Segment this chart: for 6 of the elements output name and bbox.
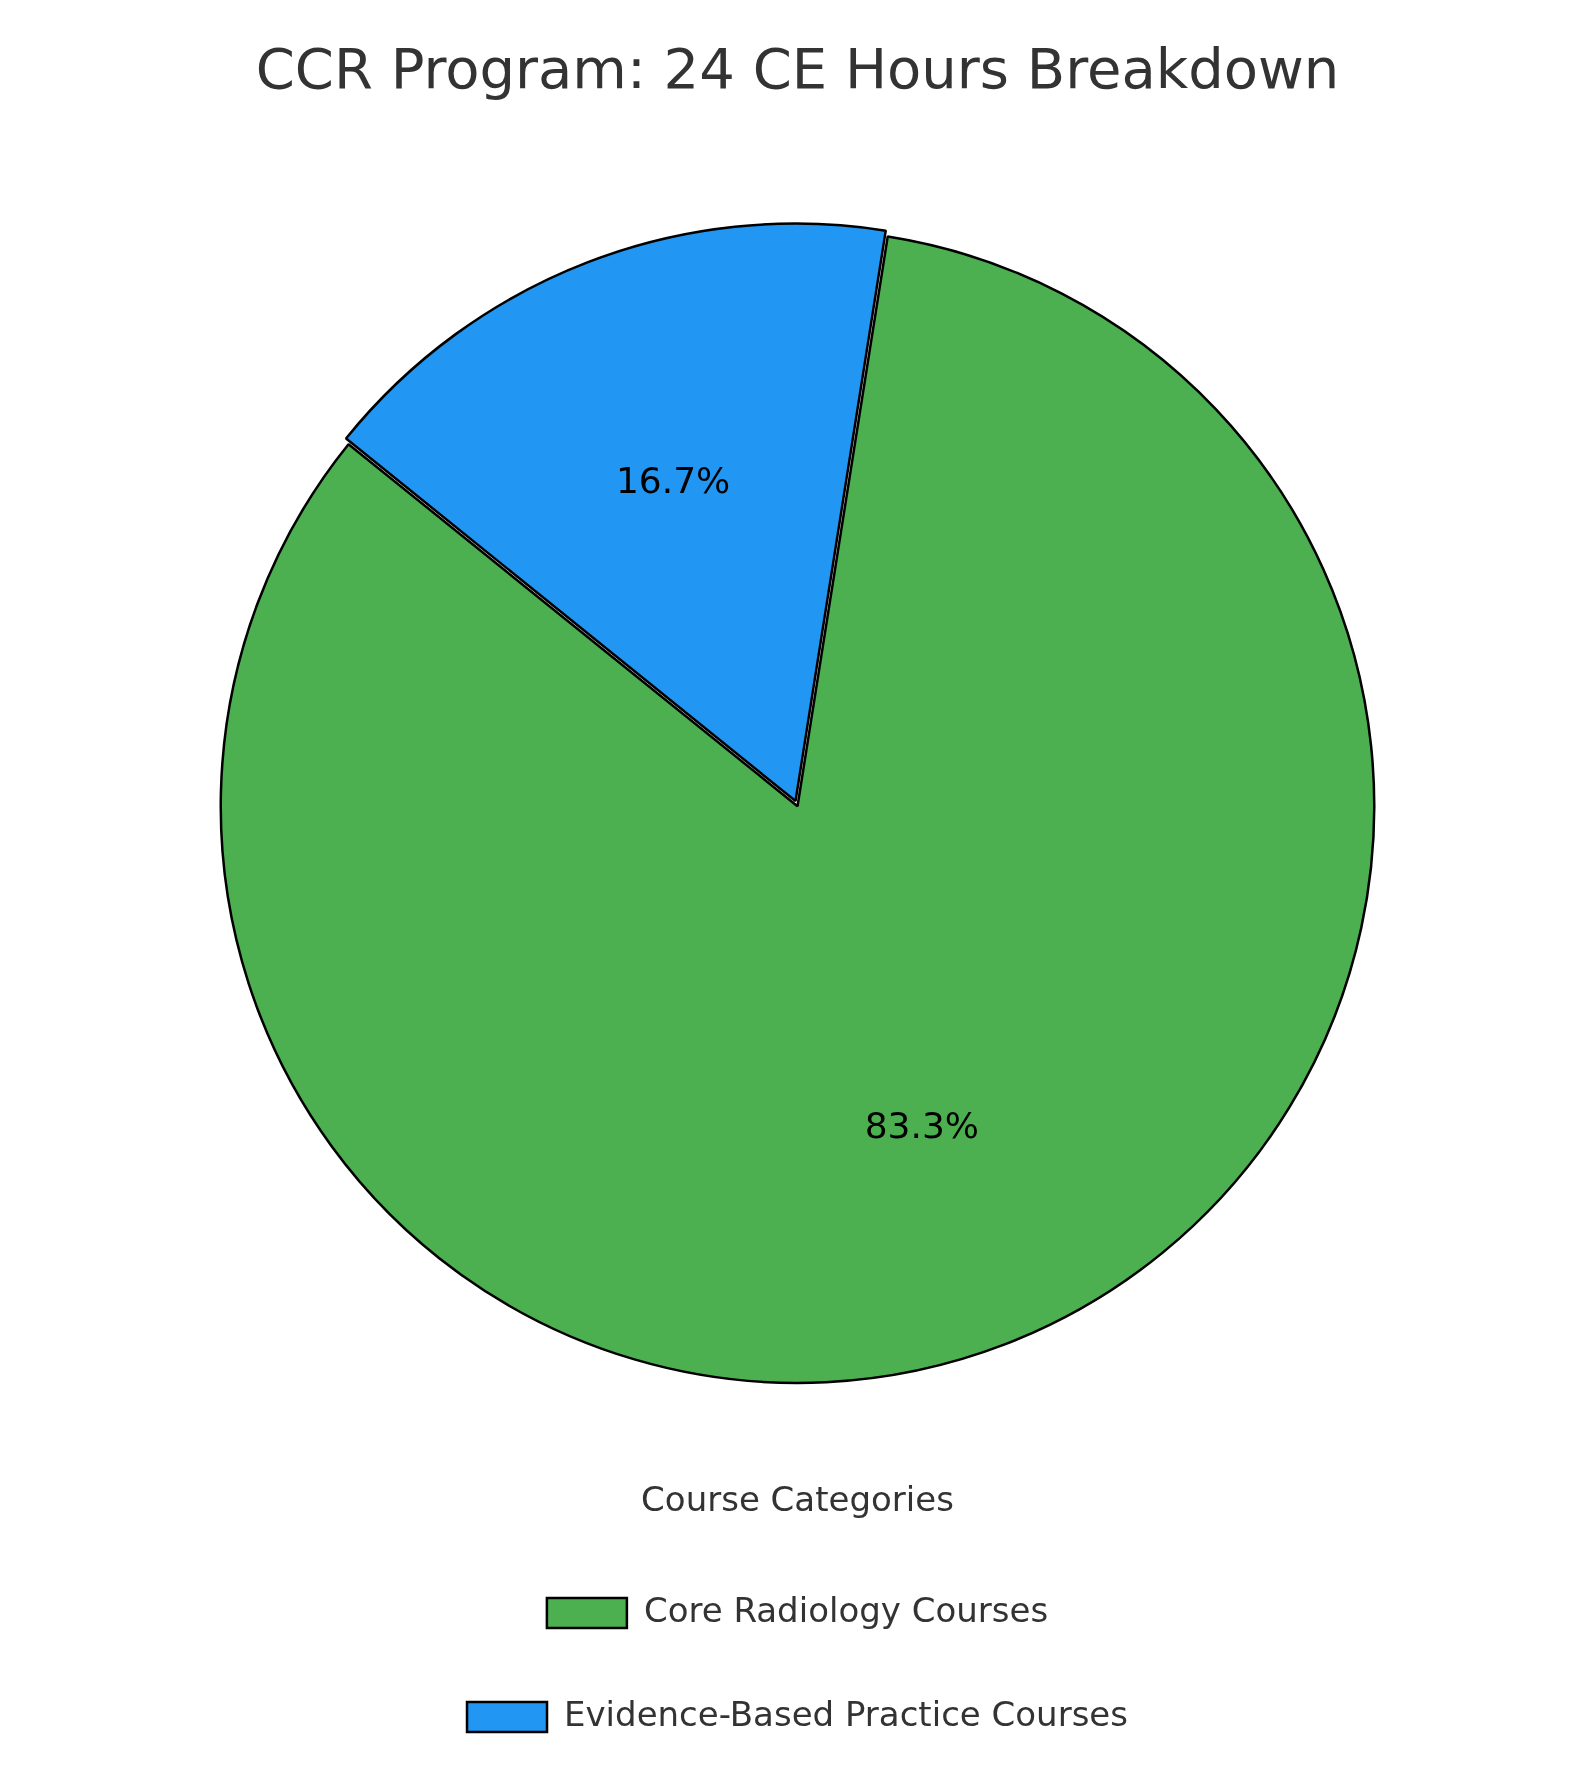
- data-label: 83.3%: [864, 1105, 980, 1147]
- legend-title: Course Categories: [641, 1479, 954, 1520]
- legend-label: Core Radiology Courses: [643, 1589, 1049, 1630]
- legend-label: Evidence-Based Practice Courses: [564, 1693, 1128, 1734]
- chart-title: CCR Program: 24 CE Hours Breakdown: [255, 36, 1340, 102]
- data-label: 16.7%: [615, 459, 731, 501]
